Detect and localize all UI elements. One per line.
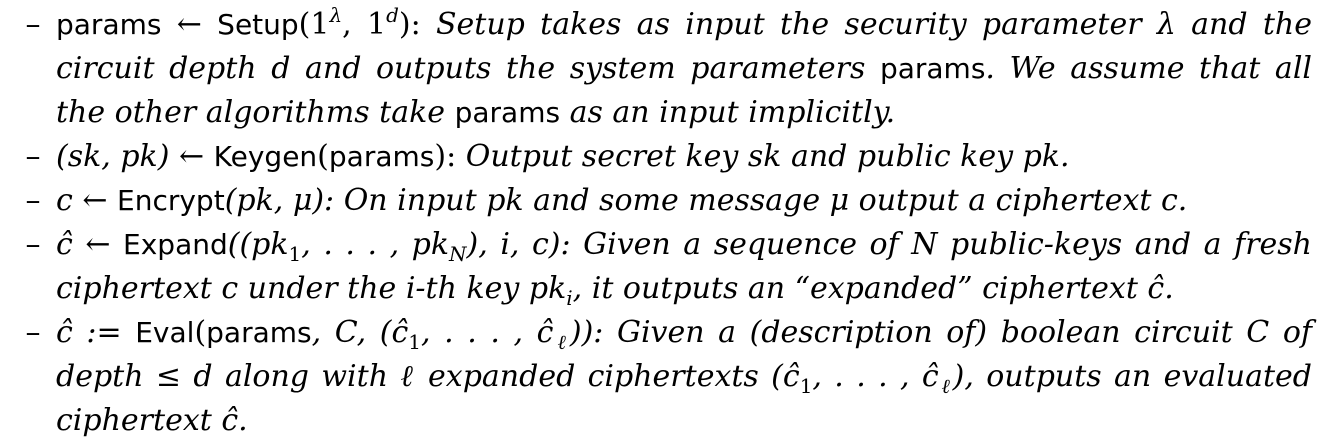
setup-line-3: the other algorithms take params as an i… [56,95,896,130]
setup-line-2: circuit depth d and outputs the system p… [56,51,1313,86]
eval-line-2: depth ≤ d along with ℓ expanded cipherte… [56,359,1312,398]
list-dash: – [25,7,41,42]
list-item-keygen: – (sk, pk) ← Keygen(params): Output secr… [22,135,1312,179]
eval-line-3: ciphertext ĉ. [56,403,248,438]
list-dash: – [25,139,41,174]
expand-line-1: ĉ ← Expand((pk1, . . . , pkN), i, c): Gi… [56,227,1313,266]
algorithm-definitions: – params ← Setup(1λ, 1d): Setup takes as… [22,3,1313,443]
expand-line-2: ciphertext c under the i-th key pki, it … [56,271,1174,310]
setup-line-1: params ← Setup(1λ, 1d): Setup takes as i… [56,3,1312,42]
list-item-expand: – ĉ ← Expand((pk1, . . . , pkN), i, c): … [22,223,1313,311]
list-dash: – [25,315,41,350]
list-dash: – [25,183,41,218]
list-item-eval: – ĉ := Eval(params, C, (ĉ1, . . . , ĉℓ))… [22,311,1312,443]
list-item-encrypt: – c ← Encrypt(pk, μ): On input pk and so… [22,179,1312,223]
list-item-setup: – params ← Setup(1λ, 1d): Setup takes as… [22,3,1313,135]
encrypt-line-1: c ← Encrypt(pk, μ): On input pk and some… [56,183,1188,218]
eval-line-1: ĉ := Eval(params, C, (ĉ1, . . . , ĉℓ)): … [56,315,1312,354]
list-dash: – [25,227,41,262]
algorithm-list: – params ← Setup(1λ, 1d): Setup takes as… [22,3,1313,443]
keygen-line-1: (sk, pk) ← Keygen(params): Output secret… [56,139,1070,174]
